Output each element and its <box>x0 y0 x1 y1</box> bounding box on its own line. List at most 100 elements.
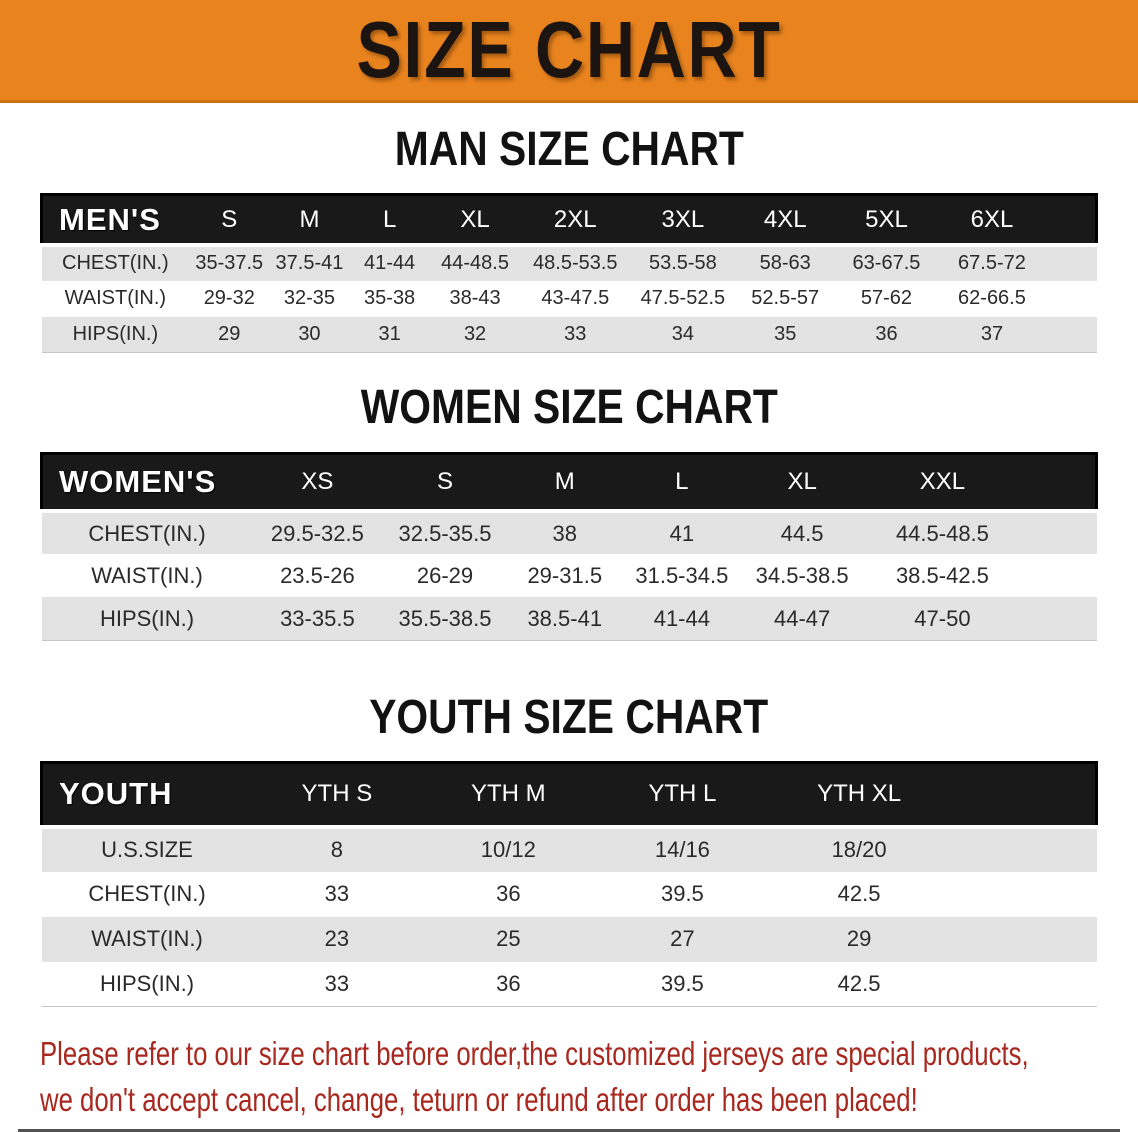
size-column-header: 5XL <box>834 193 939 247</box>
size-value-cell: 57-62 <box>860 287 913 310</box>
size-value-cell: 47-50 <box>862 597 1023 641</box>
size-column-header: 3XL <box>630 193 736 247</box>
size-value-cell: 39.5 <box>660 881 704 907</box>
size-value-cell: 23.5-26 <box>280 562 355 588</box>
row-filler-cell <box>1022 509 1097 555</box>
row-label: U.S.SIZE <box>41 824 253 872</box>
size-column-header: M <box>269 193 350 247</box>
women-table-header-row: WOMEN'S XS S M L XL XXL <box>40 451 1098 513</box>
size-column-header: YTH M <box>421 761 596 829</box>
size-value-cell: 27 <box>670 926 695 952</box>
header-filler-cell <box>1045 193 1098 247</box>
size-value-cell: 32.5-35.5 <box>382 509 508 555</box>
size-value-cell: 42.5 <box>837 881 881 907</box>
women-size-table: WOMEN'S XS S M L XL XXL CHEST(IN.) 29.5-32.5 32.5… <box>40 451 1098 641</box>
order-notice: Please refer to our size chart before or… <box>40 1031 1098 1122</box>
row-label: HIPS(IN.) <box>41 316 190 354</box>
size-column-header: L <box>349 193 430 247</box>
size-column-header: L <box>621 451 742 513</box>
size-value-cell: 29-31.5 <box>527 562 603 588</box>
size-value-cell: 33 <box>324 881 350 907</box>
size-value-cell: 8 <box>252 824 422 872</box>
size-column-header: XXL <box>862 451 1023 513</box>
row-filler-cell <box>948 961 1097 1008</box>
table-row: CHEST(IN.) 35-37.5 37.5-41 41-44 44-48.5 48.5… <box>41 242 1097 281</box>
size-value-cell: 31 <box>349 316 430 354</box>
size-value-cell: 33 <box>520 316 631 354</box>
row-filler-cell <box>1045 316 1097 354</box>
size-column-header: 6XL <box>938 193 1046 247</box>
size-value-cell: 30 <box>269 316 350 354</box>
header-filler-cell <box>1022 451 1098 513</box>
table-row: CHEST(IN.) 29.5-32.5 32.5-35.5 38 41 44.5 44.5… <box>41 509 1097 555</box>
size-value-cell: 39.5 <box>595 961 770 1008</box>
size-value-cell: 53.5-58 <box>630 242 736 281</box>
size-value-cell: 29 <box>846 926 872 952</box>
size-column-header: S <box>382 451 508 513</box>
size-value-cell: 33-35.5 <box>252 597 383 641</box>
size-value-cell: 29 <box>189 316 270 354</box>
size-value-cell: 41 <box>621 509 742 555</box>
women-table-title: WOMEN'S <box>40 451 253 513</box>
men-table-title: MEN'S <box>40 193 190 247</box>
size-value-cell: 36 <box>421 961 596 1008</box>
table-row: WAIST(IN.) 23 25 27 29 <box>41 916 1097 962</box>
size-value-cell: 44.5-48.5 <box>862 509 1023 555</box>
table-row: U.S.SIZE 8 10/12 14/16 18/20 <box>41 824 1097 872</box>
row-label: HIPS(IN.) <box>41 597 253 641</box>
size-value-cell: 63-67.5 <box>834 242 939 281</box>
size-value-cell: 35-38 <box>364 287 416 310</box>
row-filler-cell <box>1045 242 1097 281</box>
row-filler-cell <box>1046 281 1097 317</box>
size-value-cell: 23 <box>324 926 350 952</box>
banner-title: SIZE CHART <box>356 5 782 94</box>
size-column-header: YTH L <box>595 761 770 829</box>
size-value-cell: 38.5-42.5 <box>895 562 989 588</box>
size-value-cell: 67.5-72 <box>938 242 1046 281</box>
header-filler-cell <box>948 761 1098 829</box>
size-value-cell: 44.5 <box>741 509 863 555</box>
size-column-header: M <box>507 451 622 513</box>
row-label: WAIST(IN.) <box>91 562 203 588</box>
size-value-cell: 38 <box>507 509 622 555</box>
size-value-cell: 33 <box>252 961 422 1008</box>
size-value-cell: 14/16 <box>595 824 770 872</box>
size-column-header: XL <box>429 193 521 247</box>
row-filler-cell <box>948 824 1097 872</box>
size-value-cell: 35.5-38.5 <box>382 597 508 641</box>
table-row: WAIST(IN.) 29-32 32-35 35-38 38-43 43-47.5 47.… <box>41 280 1097 317</box>
size-value-cell: 29-32 <box>203 287 255 310</box>
youth-heading-text: YOUTH SIZE CHART <box>369 690 769 744</box>
size-value-cell: 41-44 <box>621 597 742 641</box>
row-filler-cell <box>949 872 1097 917</box>
size-column-header: YTH S <box>252 761 422 829</box>
size-value-cell: 10/12 <box>421 824 596 872</box>
size-value-cell: 34 <box>630 316 736 354</box>
table-row: HIPS(IN.) 33 36 39.5 42.5 <box>41 961 1097 1008</box>
row-label: CHEST(IN.) <box>88 881 206 907</box>
size-value-cell: 36 <box>834 316 939 354</box>
size-value-cell: 58-63 <box>735 242 835 281</box>
women-size-chart-heading: WOMEN SIZE CHART <box>0 382 1138 433</box>
youth-size-chart-heading: YOUTH SIZE CHART <box>0 690 1138 744</box>
women-section: WOMEN SIZE CHART WOMEN'S XS S M L XL XXL CHEST(… <box>0 353 1138 641</box>
table-row: HIPS(IN.) 33-35.5 35.5-38.5 38.5-41 41-44 44-… <box>41 597 1097 641</box>
size-column-header: YTH XL <box>769 761 949 829</box>
size-value-cell: 37 <box>938 316 1046 354</box>
table-row: CHEST(IN.) 33 36 39.5 42.5 <box>41 871 1097 917</box>
size-column-header: XS <box>252 451 383 513</box>
men-section: MAN SIZE CHART MEN'S S M L XL 2XL 3XL 4XL 5XL 6XL… <box>0 103 1138 354</box>
size-value-cell: 18/20 <box>769 824 949 872</box>
size-value-cell: 47.5-52.5 <box>640 287 726 310</box>
size-column-header: XL <box>741 451 863 513</box>
table-row: HIPS(IN.) 29 30 31 32 33 34 35 36 37 <box>41 316 1097 354</box>
size-value-cell: 36 <box>496 881 521 907</box>
size-column-header: S <box>189 193 270 247</box>
bottom-rule <box>18 1129 1120 1132</box>
size-value-cell: 26-29 <box>416 562 474 588</box>
size-value-cell: 38.5-41 <box>507 597 622 641</box>
row-label: CHEST(IN.) <box>41 509 253 555</box>
youth-table-header-row: YOUTH YTH S YTH M YTH L YTH XL <box>40 761 1098 829</box>
size-value-cell: 31.5-34.5 <box>635 562 729 588</box>
